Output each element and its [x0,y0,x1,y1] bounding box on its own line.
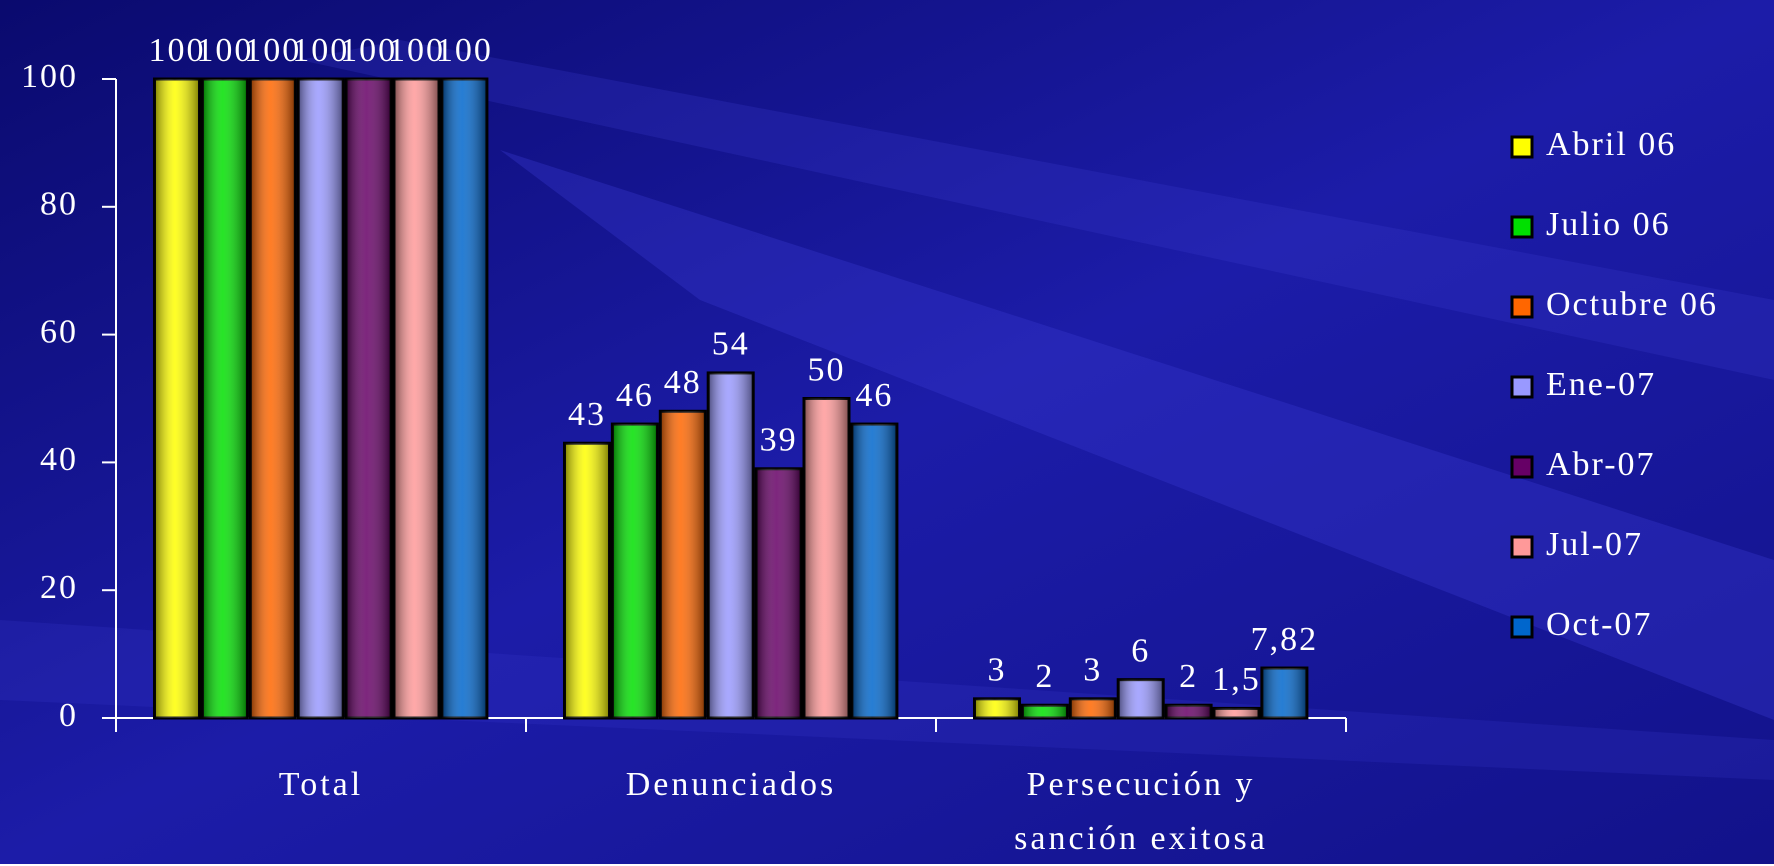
value-label: 3 [1083,652,1102,689]
bar-shade [564,443,610,718]
bar-shade [756,468,802,718]
value-label: 2 [1035,658,1054,695]
bar-shade [202,79,248,718]
value-label: 100 [436,32,493,69]
bar-shade [804,398,849,718]
y-tick-label: 0 [59,697,78,734]
value-label: 2 [1179,658,1198,695]
value-label: 100 [244,32,301,69]
legend-swatch [1510,135,1534,159]
legend-swatch [1510,215,1534,239]
value-label: 48 [664,364,702,401]
value-label: 50 [808,351,846,388]
bar-shade [1214,708,1259,718]
bar-shade [394,79,439,718]
background-ray [500,150,1774,720]
value-label: 46 [855,377,893,414]
value-label: 6 [1131,632,1150,669]
value-label: 1,5 [1212,661,1261,698]
legend-label: Abril 06 [1546,126,1676,163]
legend-label: Octubre 06 [1546,286,1718,323]
value-label: 39 [760,422,798,459]
value-label: 100 [196,32,253,69]
y-tick-label: 100 [21,58,78,95]
bar-shade [1166,705,1212,718]
y-tick-label: 80 [40,186,78,223]
x-tick-label: Total [278,766,364,803]
bar-shade [298,79,344,718]
bar-shade [612,424,658,718]
bar-shade [660,411,706,718]
y-tick-label: 20 [40,569,78,606]
value-label: 46 [616,377,654,414]
legend-label: Abr-07 [1546,446,1656,483]
bar-shade [441,79,487,718]
bar-shade [974,698,1020,718]
value-label: 54 [712,326,750,363]
bar-shade [851,424,897,718]
legend-label: Oct-07 [1546,606,1652,643]
value-label: 100 [149,32,206,69]
value-label: 7,82 [1251,621,1319,658]
background-ray [300,40,1774,380]
bar-shade [708,372,754,718]
legend-label: Julio 06 [1546,206,1671,243]
value-label: 100 [388,32,445,69]
legend-swatch [1510,535,1534,559]
legend-swatch [1510,295,1534,319]
y-tick-label: 60 [40,313,78,350]
value-label: 43 [568,396,606,433]
bar-shade [250,79,296,718]
bar-shade [1261,668,1307,718]
legend-label: Ene-07 [1546,366,1656,403]
legend-swatch [1510,615,1534,639]
bar-shade [1118,679,1164,718]
bar-shade [154,79,200,718]
value-label: 100 [340,32,397,69]
x-tick-label: Persecución y sanción exitosa [1014,766,1268,857]
legend-label: Jul-07 [1546,526,1643,563]
legend-swatch [1510,375,1534,399]
y-tick-label: 40 [40,441,78,478]
legend-swatch [1510,455,1534,479]
bar-shade [346,79,392,718]
bar-shade [1022,705,1068,718]
value-label: 3 [988,652,1007,689]
x-tick-label: Denunciados [625,766,837,803]
value-label: 100 [292,32,349,69]
bar-shade [1070,698,1116,718]
